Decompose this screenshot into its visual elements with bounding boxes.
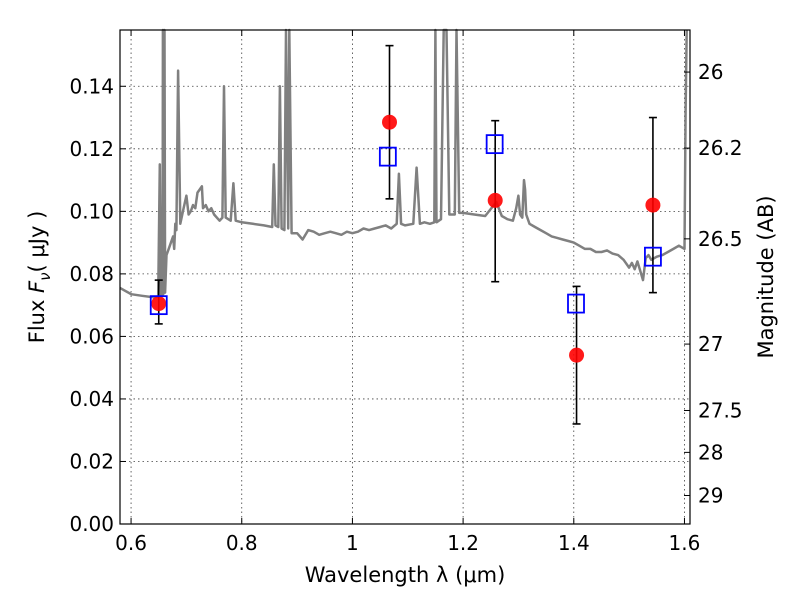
x-tick-label: 1.4 bbox=[558, 531, 590, 555]
y-axis-label-unit: ( μJy ) bbox=[25, 211, 49, 273]
x-tick-label: 0.8 bbox=[226, 531, 258, 555]
plot-frame bbox=[119, 29, 691, 525]
grid-lines bbox=[120, 30, 690, 524]
x-tick-label: 0.6 bbox=[115, 531, 147, 555]
y-tick-label: 0.00 bbox=[69, 512, 114, 536]
model-flux-point bbox=[567, 293, 585, 314]
error-bars bbox=[154, 44, 657, 425]
y-axis-label: Flux Fν( μJy ) bbox=[25, 211, 54, 344]
observed-flux-point bbox=[645, 197, 661, 213]
model-flux-point bbox=[644, 246, 662, 267]
y-tick-label: 0.14 bbox=[69, 74, 114, 98]
y-tick-label: 0.12 bbox=[69, 137, 114, 161]
y-tick-label: 0.08 bbox=[69, 262, 114, 286]
observed-flux-point bbox=[487, 192, 503, 208]
y-axis-label-subscript: ν bbox=[36, 272, 54, 280]
observed-flux-point bbox=[382, 114, 398, 130]
model-flux-points bbox=[149, 134, 662, 316]
x-tick-label: 1.6 bbox=[669, 531, 701, 555]
x-tick-label: 1 bbox=[346, 531, 359, 555]
magnitude-tick-label: 27.5 bbox=[698, 398, 743, 422]
magnitude-tick-label: 26 bbox=[698, 60, 723, 84]
observed-flux-points bbox=[151, 114, 661, 363]
y-axis-label-prefix: Flux bbox=[25, 293, 49, 343]
spectrum-line bbox=[119, 28, 688, 299]
observed-flux-point bbox=[569, 347, 585, 363]
observed-flux-point bbox=[151, 296, 167, 312]
y-tick-label: 0.10 bbox=[69, 199, 114, 223]
y-tick-label: 0.06 bbox=[69, 324, 114, 348]
model-flux-point bbox=[485, 134, 504, 155]
template-spectrum bbox=[119, 28, 688, 299]
magnitude-tick-label: 28 bbox=[698, 440, 723, 464]
magnitude-axis-label: Magnitude (AB) bbox=[754, 195, 778, 358]
magnitude-tick-label: 27 bbox=[698, 332, 723, 356]
y-tick-label: 0.04 bbox=[69, 387, 114, 411]
magnitude-tick-label: 26.5 bbox=[698, 227, 743, 251]
y-axis-label-symbol: F bbox=[25, 280, 49, 293]
x-tick-label: 1.2 bbox=[447, 531, 479, 555]
y-tick-label: 0.02 bbox=[69, 449, 114, 473]
model-flux-point bbox=[149, 295, 168, 316]
x-axis-label: Wavelength λ (μm) bbox=[305, 563, 506, 587]
model-flux-point bbox=[378, 146, 397, 167]
magnitude-tick-label: 26.2 bbox=[698, 136, 743, 160]
magnitude-tick-label: 29 bbox=[698, 483, 723, 507]
axis-ticks: 0.6 0.8 1 1.2 1.4 1.6 0.00 0.02 0.04 0.06 0.08 0.10… bbox=[69, 30, 743, 555]
